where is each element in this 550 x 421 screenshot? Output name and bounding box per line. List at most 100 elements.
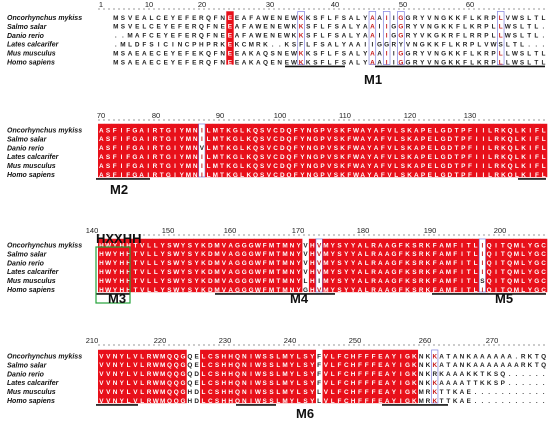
- residue: K: [448, 15, 453, 22]
- residue: Y: [180, 154, 185, 161]
- residue: E: [135, 15, 140, 22]
- residue: A: [342, 33, 347, 40]
- residue: C: [273, 154, 278, 161]
- gap-residue: .: [509, 380, 511, 387]
- residue: R: [371, 269, 376, 276]
- residue: S: [313, 50, 318, 57]
- gap-residue: .: [475, 389, 477, 396]
- residue: F: [535, 127, 539, 134]
- residue: A: [135, 33, 140, 40]
- residue: M: [160, 380, 165, 387]
- residue: M: [214, 242, 219, 249]
- residue: F: [365, 398, 369, 405]
- residue: Q: [187, 371, 192, 378]
- residue: K: [220, 42, 225, 49]
- residue: G: [398, 24, 403, 31]
- conserved-column: [178, 123, 186, 178]
- residue: R: [147, 398, 152, 405]
- residue: N: [290, 287, 295, 294]
- gap-residue: .: [536, 389, 538, 396]
- residue: M: [514, 278, 519, 285]
- residue: Y: [367, 172, 372, 179]
- residue: Y: [344, 278, 349, 285]
- residue: Y: [195, 287, 200, 294]
- residue: V: [140, 251, 145, 258]
- residue: V: [387, 172, 392, 179]
- residue: F: [381, 172, 385, 179]
- residue: V: [106, 371, 111, 378]
- residue: R: [406, 33, 411, 40]
- residue: I: [461, 287, 463, 294]
- residue: F: [185, 15, 189, 22]
- ruler-tick-label: 270: [486, 336, 499, 345]
- conserved-column: [172, 349, 180, 404]
- residue: I: [147, 145, 149, 152]
- residue: V: [133, 353, 138, 360]
- residue: F: [338, 371, 342, 378]
- residue: R: [419, 269, 424, 276]
- conserved-column: [274, 349, 282, 404]
- residue: S: [106, 145, 111, 152]
- residue: R: [494, 172, 499, 179]
- ruler-tick-label: 70: [97, 111, 105, 120]
- residue: E: [378, 380, 383, 387]
- residue: N: [193, 172, 198, 179]
- residue: F: [358, 380, 362, 387]
- residue: E: [228, 59, 233, 66]
- residue: T: [534, 50, 538, 57]
- residue: L: [474, 269, 478, 276]
- conserved-column: [179, 349, 187, 404]
- residue: L: [492, 33, 496, 40]
- species-label: Lates calcarifer: [7, 269, 60, 276]
- residue: S: [292, 42, 297, 49]
- residue: N: [290, 260, 295, 267]
- residue: K: [427, 33, 432, 40]
- residue: Q: [174, 353, 179, 360]
- residue: K: [226, 136, 231, 143]
- residue: C: [344, 380, 349, 387]
- residue: V: [317, 287, 322, 294]
- residue: A: [385, 242, 390, 249]
- species-label: Homo sapiens: [7, 172, 55, 179]
- ruler-tick-label: 220: [154, 336, 167, 345]
- residue: R: [419, 278, 424, 285]
- residue: V: [303, 242, 308, 249]
- residue: V: [267, 154, 272, 161]
- residue: G: [181, 362, 186, 369]
- residue: V: [267, 127, 272, 134]
- residue: I: [250, 380, 252, 387]
- residue: V: [303, 251, 308, 258]
- residue: M: [323, 251, 328, 258]
- residue: S: [269, 389, 274, 396]
- residue: G: [235, 287, 240, 294]
- gap-residue: .: [475, 398, 477, 405]
- residue: L: [142, 24, 146, 31]
- residue: R: [413, 15, 418, 22]
- residue: R: [371, 242, 376, 249]
- residue: L: [488, 145, 492, 152]
- residue: K: [473, 371, 478, 378]
- residue: E: [278, 33, 283, 40]
- residue: L: [520, 42, 524, 49]
- residue: Y: [528, 242, 533, 249]
- residue: R: [484, 15, 489, 22]
- ruler-tick-label: 160: [224, 226, 237, 235]
- residue: A: [228, 278, 233, 285]
- residue: L: [201, 398, 205, 405]
- residue: L: [140, 380, 144, 387]
- residue: A: [385, 353, 390, 360]
- conserved-column: [466, 123, 474, 178]
- residue: F: [294, 145, 298, 152]
- residue: T: [513, 42, 517, 49]
- residue: A: [378, 269, 383, 276]
- conserved-column: [125, 349, 133, 404]
- residue: S: [106, 136, 111, 143]
- residue: V: [327, 154, 332, 161]
- residue: L: [127, 362, 131, 369]
- residue: Y: [331, 242, 336, 249]
- residue: K: [292, 24, 297, 31]
- residue: Y: [367, 163, 372, 170]
- residue: V: [140, 287, 145, 294]
- conserved-column: [152, 349, 160, 404]
- residue: K: [432, 389, 437, 396]
